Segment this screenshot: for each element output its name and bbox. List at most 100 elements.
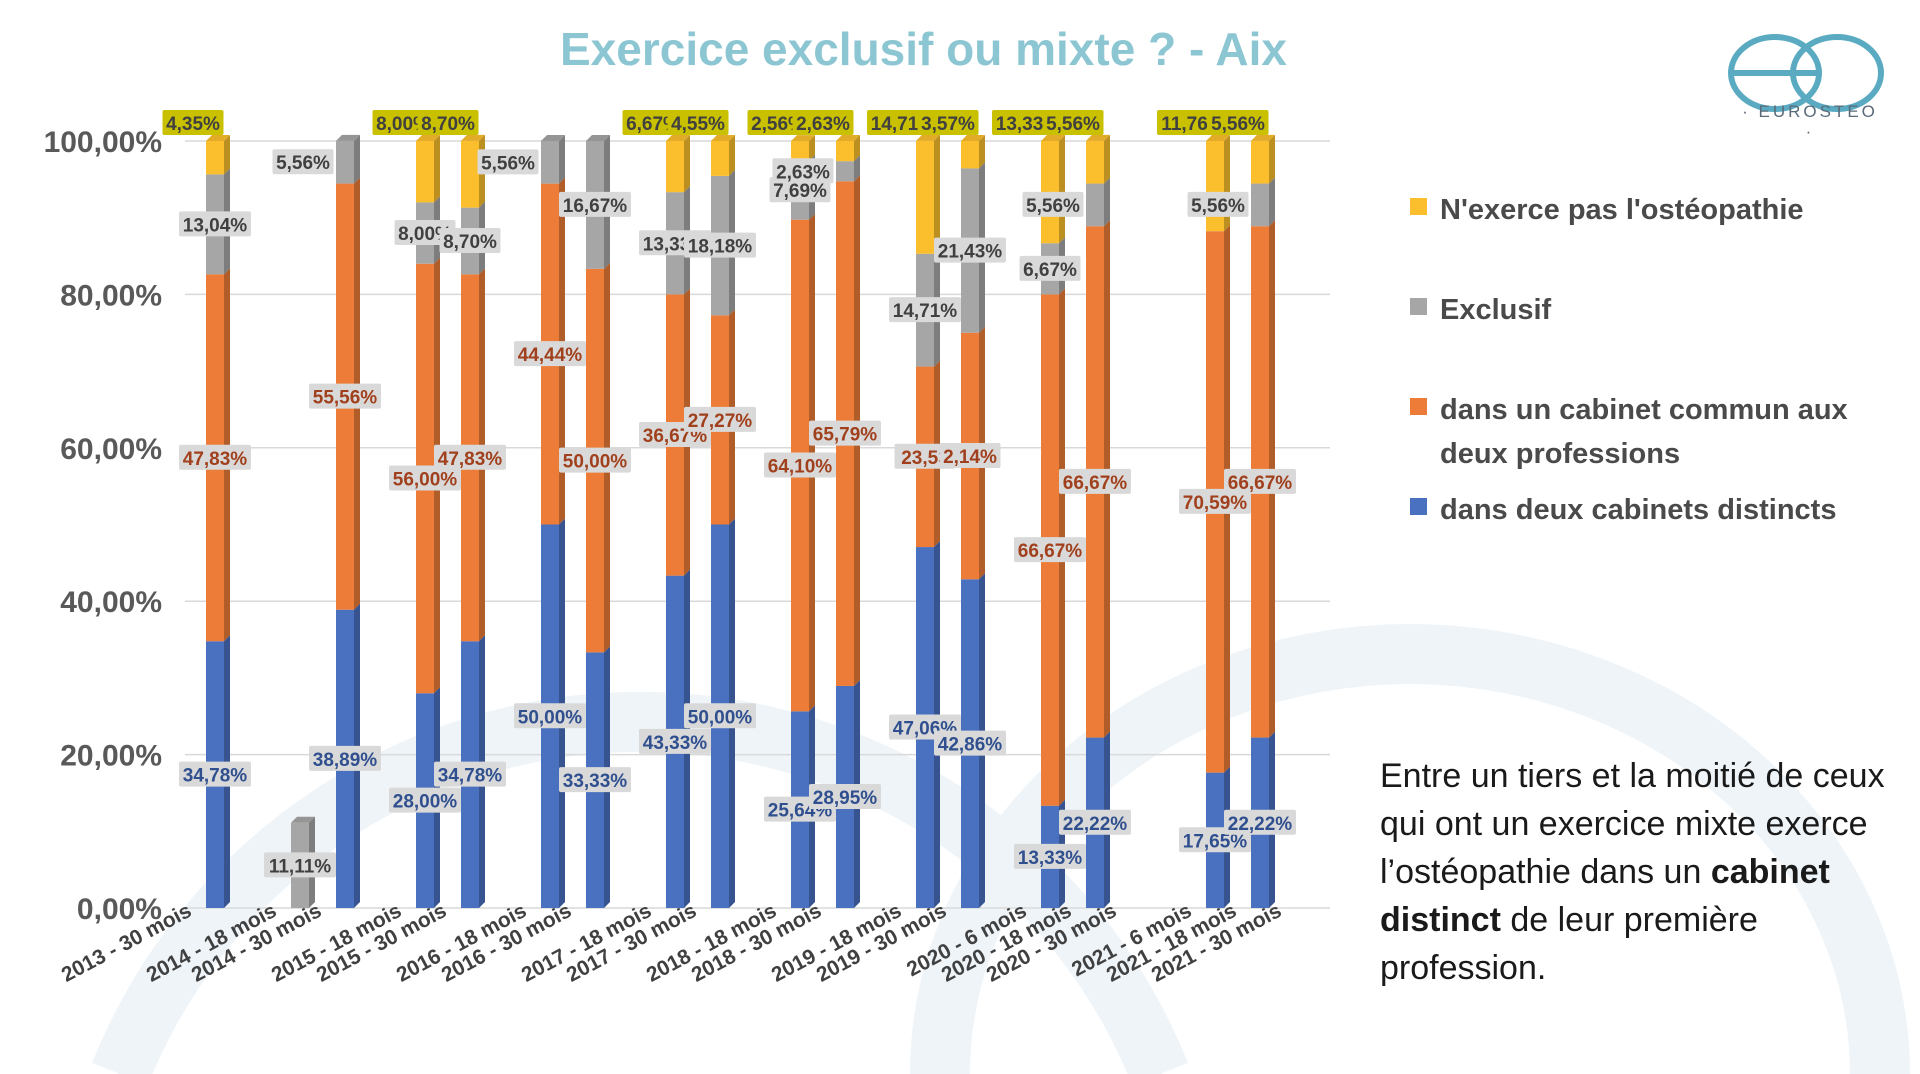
bar-segment-side xyxy=(854,155,860,182)
legend-swatch xyxy=(1410,498,1427,515)
chart-title: Exercice exclusif ou mixte ? - Aix xyxy=(560,23,1287,75)
svg-text:66,67%: 66,67% xyxy=(1063,473,1128,494)
data-label: 4,55% xyxy=(667,110,729,135)
data-label: 2,63% xyxy=(772,158,834,184)
svg-text:5,56%: 5,56% xyxy=(1211,114,1265,135)
y-tick-label: 100,00% xyxy=(44,126,162,159)
bar-segment xyxy=(836,161,854,182)
svg-text:42,86%: 42,86% xyxy=(938,735,1003,756)
bar-top xyxy=(791,135,815,142)
svg-text:14,71%: 14,71% xyxy=(893,301,958,322)
svg-text:23,53: 23,53 xyxy=(901,448,949,469)
svg-text:4,35%: 4,35% xyxy=(166,114,220,135)
svg-text:22,22%: 22,22% xyxy=(1063,814,1128,835)
svg-text:2,63%: 2,63% xyxy=(796,114,850,135)
svg-text:44,44%: 44,44% xyxy=(518,345,583,366)
bar-segment-side xyxy=(1269,177,1275,227)
bar-top xyxy=(961,135,985,141)
bar-segment xyxy=(791,141,809,161)
data-label: 4,35% xyxy=(162,110,224,135)
bar-segment xyxy=(1251,140,1269,184)
svg-text:13,33%: 13,33% xyxy=(1018,848,1083,869)
bar-segment xyxy=(1251,183,1269,227)
bar-segment xyxy=(336,140,354,184)
legend-label: Exclusif xyxy=(1440,294,1552,326)
bar-segment xyxy=(836,141,854,162)
bar-segment-side xyxy=(559,135,565,184)
data-label: 38,89% xyxy=(309,745,381,771)
data-label: 42,86% xyxy=(934,730,1006,756)
svg-text:70,59%: 70,59% xyxy=(1183,493,1248,514)
svg-text:2,63%: 2,63% xyxy=(776,162,830,183)
bar-segment xyxy=(961,141,979,169)
bar-top xyxy=(206,135,230,141)
data-label: 2,63% xyxy=(792,110,854,135)
svg-text:27,27%: 27,27% xyxy=(688,411,753,432)
svg-text:16,67%: 16,67% xyxy=(563,196,628,217)
svg-text:2,56%: 2,56% xyxy=(751,114,805,135)
summary-note: Entre un tiers et la moitié de ceux qui … xyxy=(1380,752,1900,992)
bar-top xyxy=(666,135,690,141)
data-label: 44,44% xyxy=(514,341,586,367)
svg-text:33,33%: 33,33% xyxy=(563,771,628,792)
svg-text:50,00%: 50,00% xyxy=(518,707,583,728)
data-label: 55,56% xyxy=(309,383,381,409)
data-label: 34,78% xyxy=(434,761,506,787)
svg-text:13,04%: 13,04% xyxy=(183,215,248,236)
svg-text:38,89%: 38,89% xyxy=(313,750,378,771)
legend-label: dans un cabinet commun aux deux professi… xyxy=(1440,394,1848,470)
svg-text:64,10%: 64,10% xyxy=(768,457,833,478)
svg-text:47,83%: 47,83% xyxy=(183,449,248,470)
bar-segment-side xyxy=(854,135,860,162)
bar-segment-side xyxy=(809,135,815,161)
bar-segment-side xyxy=(934,134,940,254)
data-label: 47,83% xyxy=(434,444,506,470)
bar-segment xyxy=(916,140,934,254)
svg-text:34,78%: 34,78% xyxy=(438,766,503,787)
bar-segment xyxy=(1206,141,1224,232)
data-label: 33,33% xyxy=(559,767,631,793)
data-label: 8,70% xyxy=(417,110,479,135)
data-label: 14,71% xyxy=(889,297,961,323)
y-tick-label: 0,00% xyxy=(77,893,162,926)
bar-segment-side xyxy=(224,135,230,175)
y-tick-label: 60,00% xyxy=(60,433,162,466)
svg-text:28,95%: 28,95% xyxy=(813,788,878,809)
data-label: 5,56% xyxy=(477,149,539,175)
y-tick-label: 80,00% xyxy=(60,279,162,312)
legend-swatch xyxy=(1410,198,1427,215)
note-text-2: de leur première profession. xyxy=(1380,901,1758,987)
svg-text:8,00%: 8,00% xyxy=(398,224,452,245)
data-label: 56,00% xyxy=(389,465,461,491)
svg-text:66,67%: 66,67% xyxy=(1018,541,1083,562)
bar-segment-side xyxy=(1104,134,1110,184)
svg-text:22,22%: 22,22% xyxy=(1228,814,1293,835)
y-tick-label: 40,00% xyxy=(60,586,162,619)
data-label: 28,95% xyxy=(809,783,881,809)
data-label: 5,56% xyxy=(1207,110,1269,135)
data-labels: 34,78% 47,83% 13,04% 4,35% 11,11% 38,89% 55,56… xyxy=(162,110,1296,878)
gridlines xyxy=(185,140,1330,909)
data-label: 50,00% xyxy=(684,703,756,729)
svg-text:7,69%: 7,69% xyxy=(773,181,827,202)
svg-text:8,00%: 8,00% xyxy=(376,114,430,135)
data-label: 5,56% xyxy=(1187,191,1249,217)
bar-segment-side xyxy=(434,135,440,203)
svg-text:5,56%: 5,56% xyxy=(276,153,330,174)
y-tick-label: 20,00% xyxy=(60,740,162,773)
bar-top xyxy=(291,816,315,823)
bar-segment xyxy=(1086,140,1104,184)
data-label: 18,18% xyxy=(684,232,756,258)
bar-segment-side xyxy=(354,134,360,184)
data-label: 6,67% xyxy=(1019,255,1081,281)
svg-text:5,56%: 5,56% xyxy=(1026,196,1080,217)
svg-text:6,67%: 6,67% xyxy=(626,114,680,135)
data-label: 64,10% xyxy=(764,452,836,478)
svg-text:65,79%: 65,79% xyxy=(813,425,878,446)
svg-text:47,83%: 47,83% xyxy=(438,449,503,470)
svg-text:50,00%: 50,00% xyxy=(563,452,628,473)
data-label: 13,33% xyxy=(1014,843,1086,869)
bar-top xyxy=(1206,135,1230,141)
